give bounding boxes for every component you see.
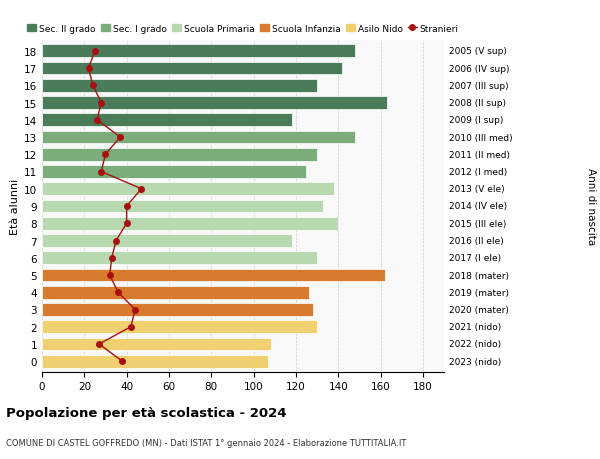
Text: 2019 (mater): 2019 (mater): [449, 288, 509, 297]
Text: 2022 (nido): 2022 (nido): [449, 340, 501, 349]
Bar: [42, 200, 323, 213]
Bar: [42, 217, 338, 230]
Text: 2010 (III med): 2010 (III med): [449, 133, 513, 142]
Bar: [42, 79, 317, 93]
Y-axis label: Età alunni: Età alunni: [10, 179, 20, 235]
Text: 2009 (I sup): 2009 (I sup): [449, 116, 503, 125]
Bar: [42, 166, 307, 179]
Text: 2017 (I ele): 2017 (I ele): [449, 254, 501, 263]
Bar: [42, 320, 317, 334]
Bar: [42, 62, 343, 75]
Text: Popolazione per età scolastica - 2024: Popolazione per età scolastica - 2024: [6, 406, 287, 419]
Bar: [42, 45, 355, 58]
Text: 2006 (IV sup): 2006 (IV sup): [449, 64, 509, 73]
Legend: Sec. II grado, Sec. I grado, Scuola Primaria, Scuola Infanzia, Asilo Nido, Stran: Sec. II grado, Sec. I grado, Scuola Prim…: [28, 24, 458, 34]
Bar: [42, 235, 292, 247]
Text: Anni di nascita: Anni di nascita: [586, 168, 596, 245]
Text: 2015 (III ele): 2015 (III ele): [449, 219, 506, 228]
Bar: [42, 338, 271, 351]
Bar: [42, 286, 308, 299]
Text: 2023 (nido): 2023 (nido): [449, 357, 502, 366]
Bar: [42, 114, 292, 127]
Bar: [42, 148, 317, 162]
Text: 2020 (mater): 2020 (mater): [449, 305, 509, 314]
Bar: [42, 97, 387, 110]
Text: 2014 (IV ele): 2014 (IV ele): [449, 202, 507, 211]
Text: 2021 (nido): 2021 (nido): [449, 323, 502, 331]
Bar: [42, 131, 355, 144]
Bar: [42, 252, 317, 265]
Text: 2016 (II ele): 2016 (II ele): [449, 236, 504, 246]
Bar: [42, 183, 334, 196]
Text: 2018 (mater): 2018 (mater): [449, 271, 509, 280]
Text: 2013 (V ele): 2013 (V ele): [449, 185, 505, 194]
Text: 2008 (II sup): 2008 (II sup): [449, 99, 506, 108]
Text: 2005 (V sup): 2005 (V sup): [449, 47, 507, 56]
Text: COMUNE DI CASTEL GOFFREDO (MN) - Dati ISTAT 1° gennaio 2024 - Elaborazione TUTTI: COMUNE DI CASTEL GOFFREDO (MN) - Dati IS…: [6, 438, 406, 448]
Bar: [42, 303, 313, 316]
Bar: [42, 355, 268, 368]
Text: 2011 (II med): 2011 (II med): [449, 151, 510, 159]
Bar: [42, 269, 385, 282]
Text: 2012 (I med): 2012 (I med): [449, 168, 508, 177]
Text: 2007 (III sup): 2007 (III sup): [449, 82, 509, 90]
